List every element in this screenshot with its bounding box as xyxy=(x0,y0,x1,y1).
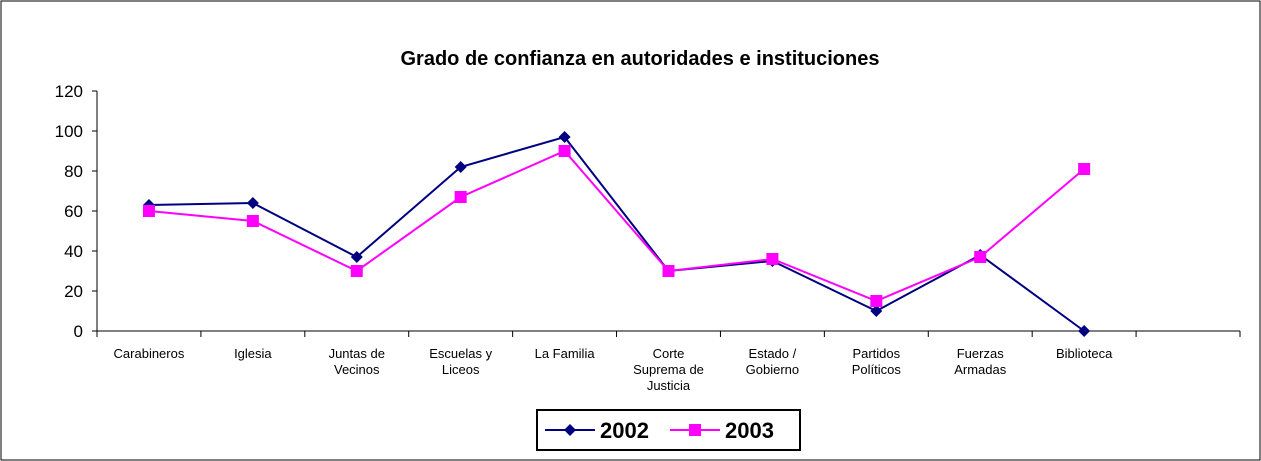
marker xyxy=(1078,163,1091,175)
x-tick-label: Corte Suprema de Justicia xyxy=(633,346,704,393)
marker xyxy=(454,161,467,173)
marker xyxy=(974,251,987,263)
legend-marker xyxy=(564,424,576,436)
x-tick-label: Fuerzas Armadas xyxy=(954,346,1007,377)
marker xyxy=(350,265,363,277)
legend-marker-shape xyxy=(564,424,576,436)
marker xyxy=(558,131,571,143)
x-tick-label: Iglesia xyxy=(234,346,272,361)
series-line xyxy=(148,135,1085,332)
marker xyxy=(1078,325,1091,337)
x-tick-label: Carabineros xyxy=(114,346,185,361)
y-tick-label: 20 xyxy=(64,282,83,301)
x-tick-label: La Familia xyxy=(535,346,596,361)
marker xyxy=(870,305,883,317)
series-line xyxy=(148,149,1085,303)
marker xyxy=(662,265,675,277)
marker xyxy=(350,251,363,263)
marker xyxy=(870,295,883,307)
y-tick-label: 100 xyxy=(55,122,83,141)
y-tick-label: 40 xyxy=(64,242,83,261)
legend-marker xyxy=(689,424,701,436)
y-tick-label: 0 xyxy=(74,322,83,341)
y-tick-label: 120 xyxy=(55,82,83,101)
marker xyxy=(766,253,779,265)
marker xyxy=(558,145,571,157)
legend-marker-shape xyxy=(689,424,701,436)
x-tick-label: Estado / Gobierno xyxy=(746,346,799,377)
x-tick-label: Escuelas y Liceos xyxy=(429,346,492,377)
x-tick-label: Juntas de Vecinos xyxy=(329,346,385,377)
legend-label: 2002 xyxy=(600,418,649,443)
marker xyxy=(246,197,259,209)
chart-title: Grado de confianza en autoridades e inst… xyxy=(401,48,880,70)
x-tick-label: Biblioteca xyxy=(1056,346,1113,361)
y-tick-label: 80 xyxy=(64,162,83,181)
x-tick-label: Partidos Políticos xyxy=(852,346,902,377)
marker xyxy=(246,215,259,227)
marker xyxy=(454,191,467,203)
y-tick-label: 60 xyxy=(64,202,83,221)
marker xyxy=(142,205,155,217)
legend-label: 2003 xyxy=(725,418,774,443)
